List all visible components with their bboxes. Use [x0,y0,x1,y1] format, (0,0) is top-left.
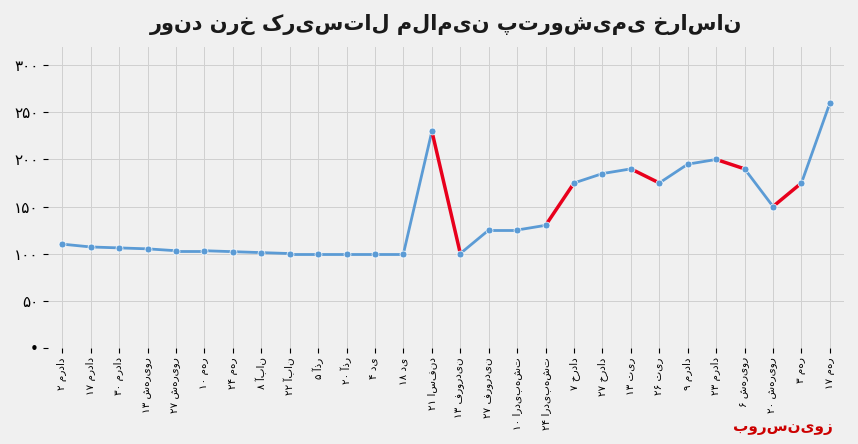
Text: بورس‌نیوز: بورس‌نیوز [733,420,832,435]
Title: روند نرخ کریستال ملامین پتروشیمی خراسان: روند نرخ کریستال ملامین پتروشیمی خراسان [150,14,742,35]
